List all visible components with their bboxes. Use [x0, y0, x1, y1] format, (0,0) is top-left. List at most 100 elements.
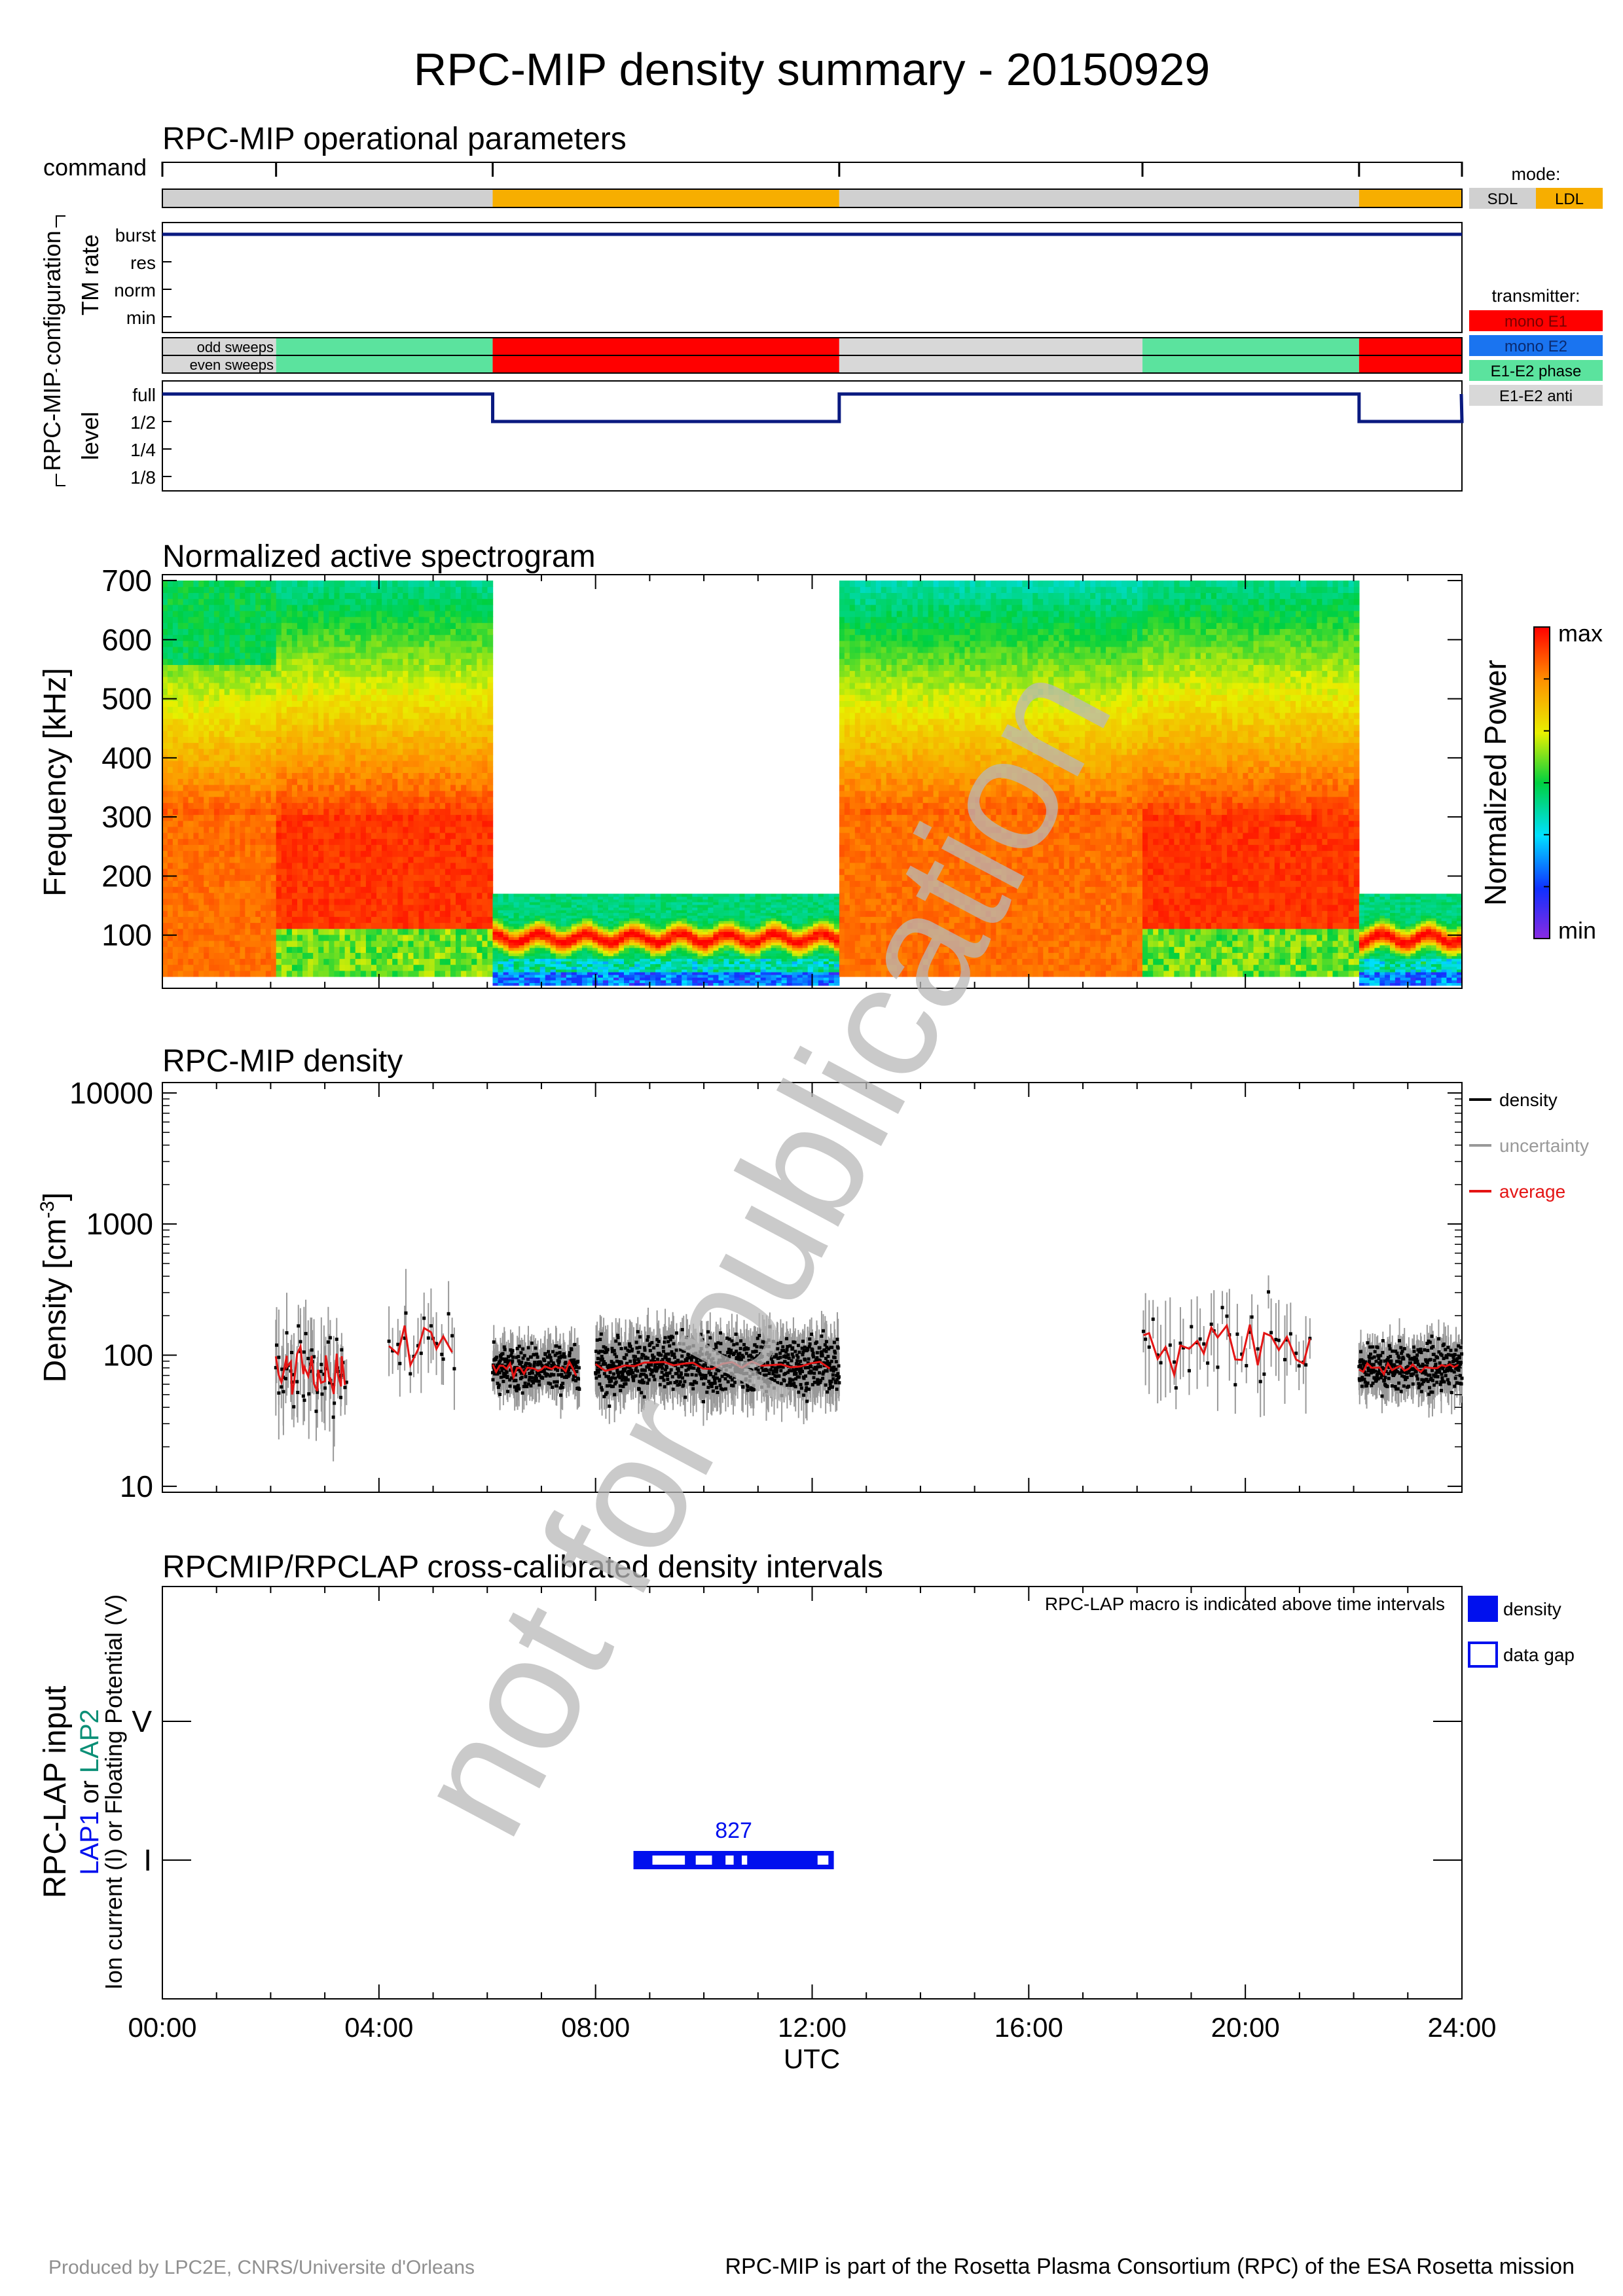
spectrogram-cell	[318, 742, 324, 749]
spectrogram-cell	[308, 592, 314, 600]
mode-legend-title: mode:	[1511, 164, 1560, 184]
spectrogram-cell	[439, 586, 446, 593]
spectrogram-cell	[477, 725, 483, 731]
spectrogram-cell	[408, 814, 414, 821]
spectrogram-cell	[471, 802, 477, 809]
spectrogram-cell	[240, 778, 246, 785]
spectrogram-cell	[371, 682, 377, 689]
spectrogram-cell	[439, 922, 446, 929]
spectrogram-cell	[456, 664, 462, 672]
spectrogram-cell	[355, 802, 361, 809]
spectrogram-cell	[270, 952, 277, 960]
spectrogram-cell	[487, 958, 494, 965]
spectrogram-cell	[198, 874, 204, 881]
spectrogram-cell	[471, 718, 477, 725]
spectrogram-cell	[193, 706, 199, 713]
spectrogram-cell	[597, 961, 604, 965]
tm-level-min: min	[126, 308, 156, 328]
spectrogram-cell	[408, 706, 414, 713]
spectrogram-cell	[172, 874, 179, 881]
spectrogram-cell	[224, 802, 230, 809]
spectrogram-cell	[308, 754, 314, 761]
spectrogram-cell	[450, 850, 456, 857]
spectrogram-cell	[329, 844, 335, 852]
spectrogram-cell	[645, 971, 651, 975]
spectrogram-cell	[224, 910, 230, 917]
spectrogram-cell	[439, 736, 446, 744]
spectrogram-cell	[213, 617, 220, 623]
spectrogram-cell	[172, 748, 179, 755]
spectrogram-cell	[177, 718, 184, 725]
spectrogram-cell	[581, 953, 588, 956]
spectrogram-cell	[539, 975, 546, 978]
spectrogram-cell	[729, 963, 735, 967]
spectrogram-cell	[424, 730, 430, 737]
spectrogram-cell	[344, 718, 351, 725]
spectrogram-cell	[471, 730, 477, 737]
spectrogram-cell	[466, 802, 472, 809]
spectrogram-cell	[456, 772, 462, 780]
spectrogram-cell	[261, 880, 266, 888]
spectrogram-cell	[344, 905, 351, 911]
spectrogram-cell	[245, 653, 251, 659]
spectrogram-cell	[334, 586, 340, 593]
spectrogram-cell	[424, 802, 430, 809]
spectrogram-cell	[313, 886, 319, 893]
spectrogram-cell	[456, 694, 462, 701]
spectrogram-cell	[297, 689, 303, 695]
spectrogram-cell	[198, 808, 204, 816]
spectrogram-cell	[403, 970, 409, 977]
spectrogram-cell	[508, 956, 515, 959]
spectrogram-cell	[371, 653, 377, 659]
spectrogram-cell	[424, 754, 430, 761]
spectrogram-cell	[213, 653, 220, 659]
spectrogram-cell	[482, 970, 488, 977]
spectrogram-cell	[424, 670, 430, 677]
spectrogram-cell	[162, 742, 168, 749]
spectrogram-cell	[529, 975, 536, 978]
spectrogram-cell	[250, 826, 256, 833]
spectrogram-cell	[177, 916, 184, 924]
spectrogram-cell	[323, 742, 329, 749]
spectrogram-cell	[344, 869, 351, 875]
spectrogram-cell	[429, 820, 435, 827]
spectrogram-cell	[534, 966, 541, 970]
spectrogram-cell	[193, 880, 199, 888]
spectrogram-cell	[162, 964, 168, 971]
spectrogram-cell	[167, 581, 173, 587]
spectrogram-cell	[167, 617, 173, 623]
spectrogram-cell	[592, 958, 598, 961]
spectrogram-cell	[408, 928, 414, 935]
spectrogram-cell	[450, 748, 456, 755]
spectrogram-cell	[413, 833, 420, 839]
spectrogram-cell	[602, 966, 609, 970]
spectrogram-cell	[339, 826, 346, 833]
spectrogram-cell	[376, 886, 382, 893]
spectrogram-cell	[708, 980, 714, 983]
spectrogram-cell	[172, 814, 179, 821]
spectrogram-cell	[671, 971, 677, 975]
spectrogram-cell	[308, 622, 314, 629]
spectrogram-cell	[418, 622, 425, 629]
spectrogram-cell	[193, 658, 199, 665]
tm-rate-box	[162, 222, 1463, 333]
spectrogram-cell	[382, 892, 388, 899]
spectrogram-cell	[365, 725, 372, 731]
spectrogram-cell	[382, 820, 388, 827]
spectrogram-cell	[334, 658, 340, 665]
spectrogram-cell	[270, 808, 277, 816]
spectrogram-cell	[276, 634, 282, 641]
spectrogram-cell	[188, 778, 194, 785]
spectrogram-cell	[219, 581, 225, 587]
spectrogram-cell	[434, 581, 441, 587]
spectrogram-cell	[471, 856, 477, 863]
spectrogram-cell	[167, 766, 173, 773]
spectrogram-cell	[245, 622, 251, 629]
spectrogram-cell	[482, 761, 488, 767]
spectrogram-cell	[167, 850, 173, 857]
spectrogram-cell	[397, 784, 403, 791]
spectrogram-cell	[413, 797, 420, 803]
spectrogram-cell	[183, 958, 189, 965]
spectrogram-cell	[229, 826, 236, 833]
spectrogram-cell	[555, 963, 562, 967]
